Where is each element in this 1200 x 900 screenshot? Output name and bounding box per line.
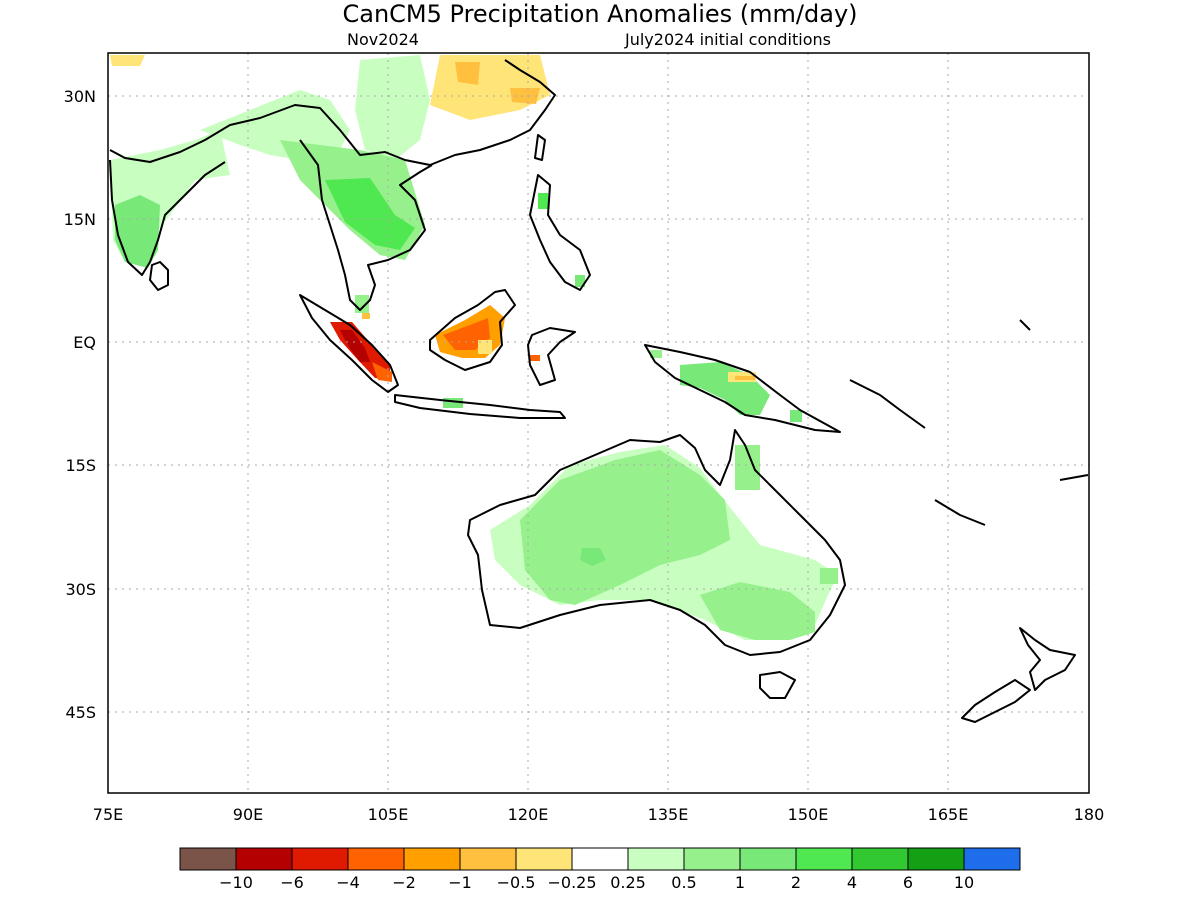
lon-tick-label: 75E xyxy=(93,805,123,824)
coastline-new-guinea xyxy=(644,344,841,433)
legend-swatch xyxy=(291,847,349,871)
plot-frame xyxy=(107,52,1090,794)
coastlines xyxy=(109,59,1089,723)
legend-label: −10 xyxy=(219,873,253,892)
legend-label: 2 xyxy=(791,873,801,892)
legend-swatch xyxy=(571,847,629,871)
anomaly-region-java xyxy=(443,398,463,408)
lat-tick-label: 15S xyxy=(65,456,96,475)
legend-label: −0.5 xyxy=(497,873,536,892)
coastline-pacific-islands xyxy=(849,319,1089,526)
lat-tick-label: EQ xyxy=(73,333,96,352)
legend-swatch xyxy=(235,847,293,871)
legend-swatch xyxy=(403,847,461,871)
coastline-australia xyxy=(467,429,846,656)
legend-swatch xyxy=(459,847,517,871)
legend-swatch xyxy=(851,847,909,871)
legend-swatch xyxy=(963,847,1021,871)
anomaly-region-sumatra-edge xyxy=(372,362,392,382)
legend-label: 4 xyxy=(847,873,857,892)
subtitle-month: Nov2024 xyxy=(347,30,419,49)
anomaly-region-sumatra-extreme xyxy=(340,330,370,362)
map-plot-area xyxy=(108,53,1089,793)
coastline-sri-lanka xyxy=(149,261,169,291)
legend-label: −2 xyxy=(392,873,416,892)
subtitle-initial-conditions: July2024 initial conditions xyxy=(624,30,831,49)
anomaly-region-new-guinea-dry-2 xyxy=(735,376,755,380)
lon-tick-label: 90E xyxy=(233,805,263,824)
anomaly-region-east-coast xyxy=(820,568,838,584)
anomaly-region-moluccas xyxy=(650,350,662,358)
anomaly-region-indochina-wet xyxy=(325,178,415,250)
plot-background xyxy=(108,53,1089,793)
coastline-java xyxy=(394,394,566,419)
legend-swatch xyxy=(907,847,965,871)
legend-label: 10 xyxy=(954,873,974,892)
lon-tick-label: 135E xyxy=(648,805,689,824)
lon-tick-label: 150E xyxy=(788,805,829,824)
coastline-nz-north xyxy=(1019,627,1076,691)
legend-swatch xyxy=(179,847,237,871)
anomaly-region-australia-west xyxy=(520,450,730,605)
anomaly-region-philippines xyxy=(538,193,548,209)
lat-tick-label: 45S xyxy=(65,703,96,722)
coastline-tasmania xyxy=(759,671,796,699)
legend-label: 1 xyxy=(735,873,745,892)
anomaly-region-new-guinea-east xyxy=(790,410,802,422)
legend-swatch xyxy=(515,847,573,871)
lon-tick-label: 105E xyxy=(368,805,409,824)
anomaly-region-philippines-south xyxy=(575,275,585,287)
legend-swatch xyxy=(683,847,741,871)
coastline-sulawesi xyxy=(527,327,576,386)
anomaly-region-borneo-edge xyxy=(478,340,492,354)
anomaly-shading xyxy=(110,55,838,640)
legend-swatch xyxy=(795,847,853,871)
coastline-asia xyxy=(109,59,556,166)
legend-label: −1 xyxy=(448,873,472,892)
lon-tick-label: 165E xyxy=(928,805,969,824)
anomaly-region-northwest-dry xyxy=(110,55,145,66)
coastline-indochina xyxy=(299,139,433,311)
lat-tick-label: 15N xyxy=(64,210,96,229)
legend-label: −0.25 xyxy=(547,873,596,892)
lat-tick-label: 30S xyxy=(65,580,96,599)
anomaly-region-australia-southeast xyxy=(700,582,815,640)
coastline-philippines xyxy=(529,174,591,291)
color-legend: −10 −6 −4 −2 −1 −0.5 −0.25 0.25 0.5 1 2 4 6 10 xyxy=(179,847,1021,892)
legend-label: 0.25 xyxy=(610,873,646,892)
legend-label: 6 xyxy=(903,873,913,892)
anomaly-region-india-medium xyxy=(115,195,160,268)
anomaly-region-australia-core xyxy=(580,548,606,566)
coastline-borneo xyxy=(429,289,516,371)
coastline-nz-south xyxy=(961,679,1031,723)
legend-label: −6 xyxy=(280,873,304,892)
legend-swatch xyxy=(627,847,685,871)
graticule xyxy=(108,53,1089,793)
lat-tick-label: 30N xyxy=(64,87,96,106)
legend-label: −4 xyxy=(336,873,360,892)
anomaly-region-sulawesi-dry xyxy=(530,355,540,361)
anomaly-region-malaya-dry xyxy=(362,313,370,319)
lon-tick-label: 180 xyxy=(1074,805,1105,824)
anomaly-region-china-drier-2 xyxy=(510,88,540,104)
anomaly-region-china xyxy=(355,55,430,160)
anomaly-region-china-drier xyxy=(455,62,480,85)
figure-title: CanCM5 Precipitation Anomalies (mm/day) xyxy=(342,0,857,28)
lon-axis: 75E 90E 105E 120E 135E 150E 165E 180 xyxy=(93,805,1105,824)
coastline-taiwan xyxy=(534,134,546,161)
legend-swatch xyxy=(739,847,797,871)
lon-tick-label: 120E xyxy=(508,805,549,824)
coastline-sumatra xyxy=(299,294,399,393)
legend-swatch xyxy=(347,847,405,871)
coastline-india xyxy=(109,159,226,276)
lat-axis: 30N 15N EQ 15S 30S 45S xyxy=(64,87,96,722)
legend-label: 0.5 xyxy=(671,873,696,892)
